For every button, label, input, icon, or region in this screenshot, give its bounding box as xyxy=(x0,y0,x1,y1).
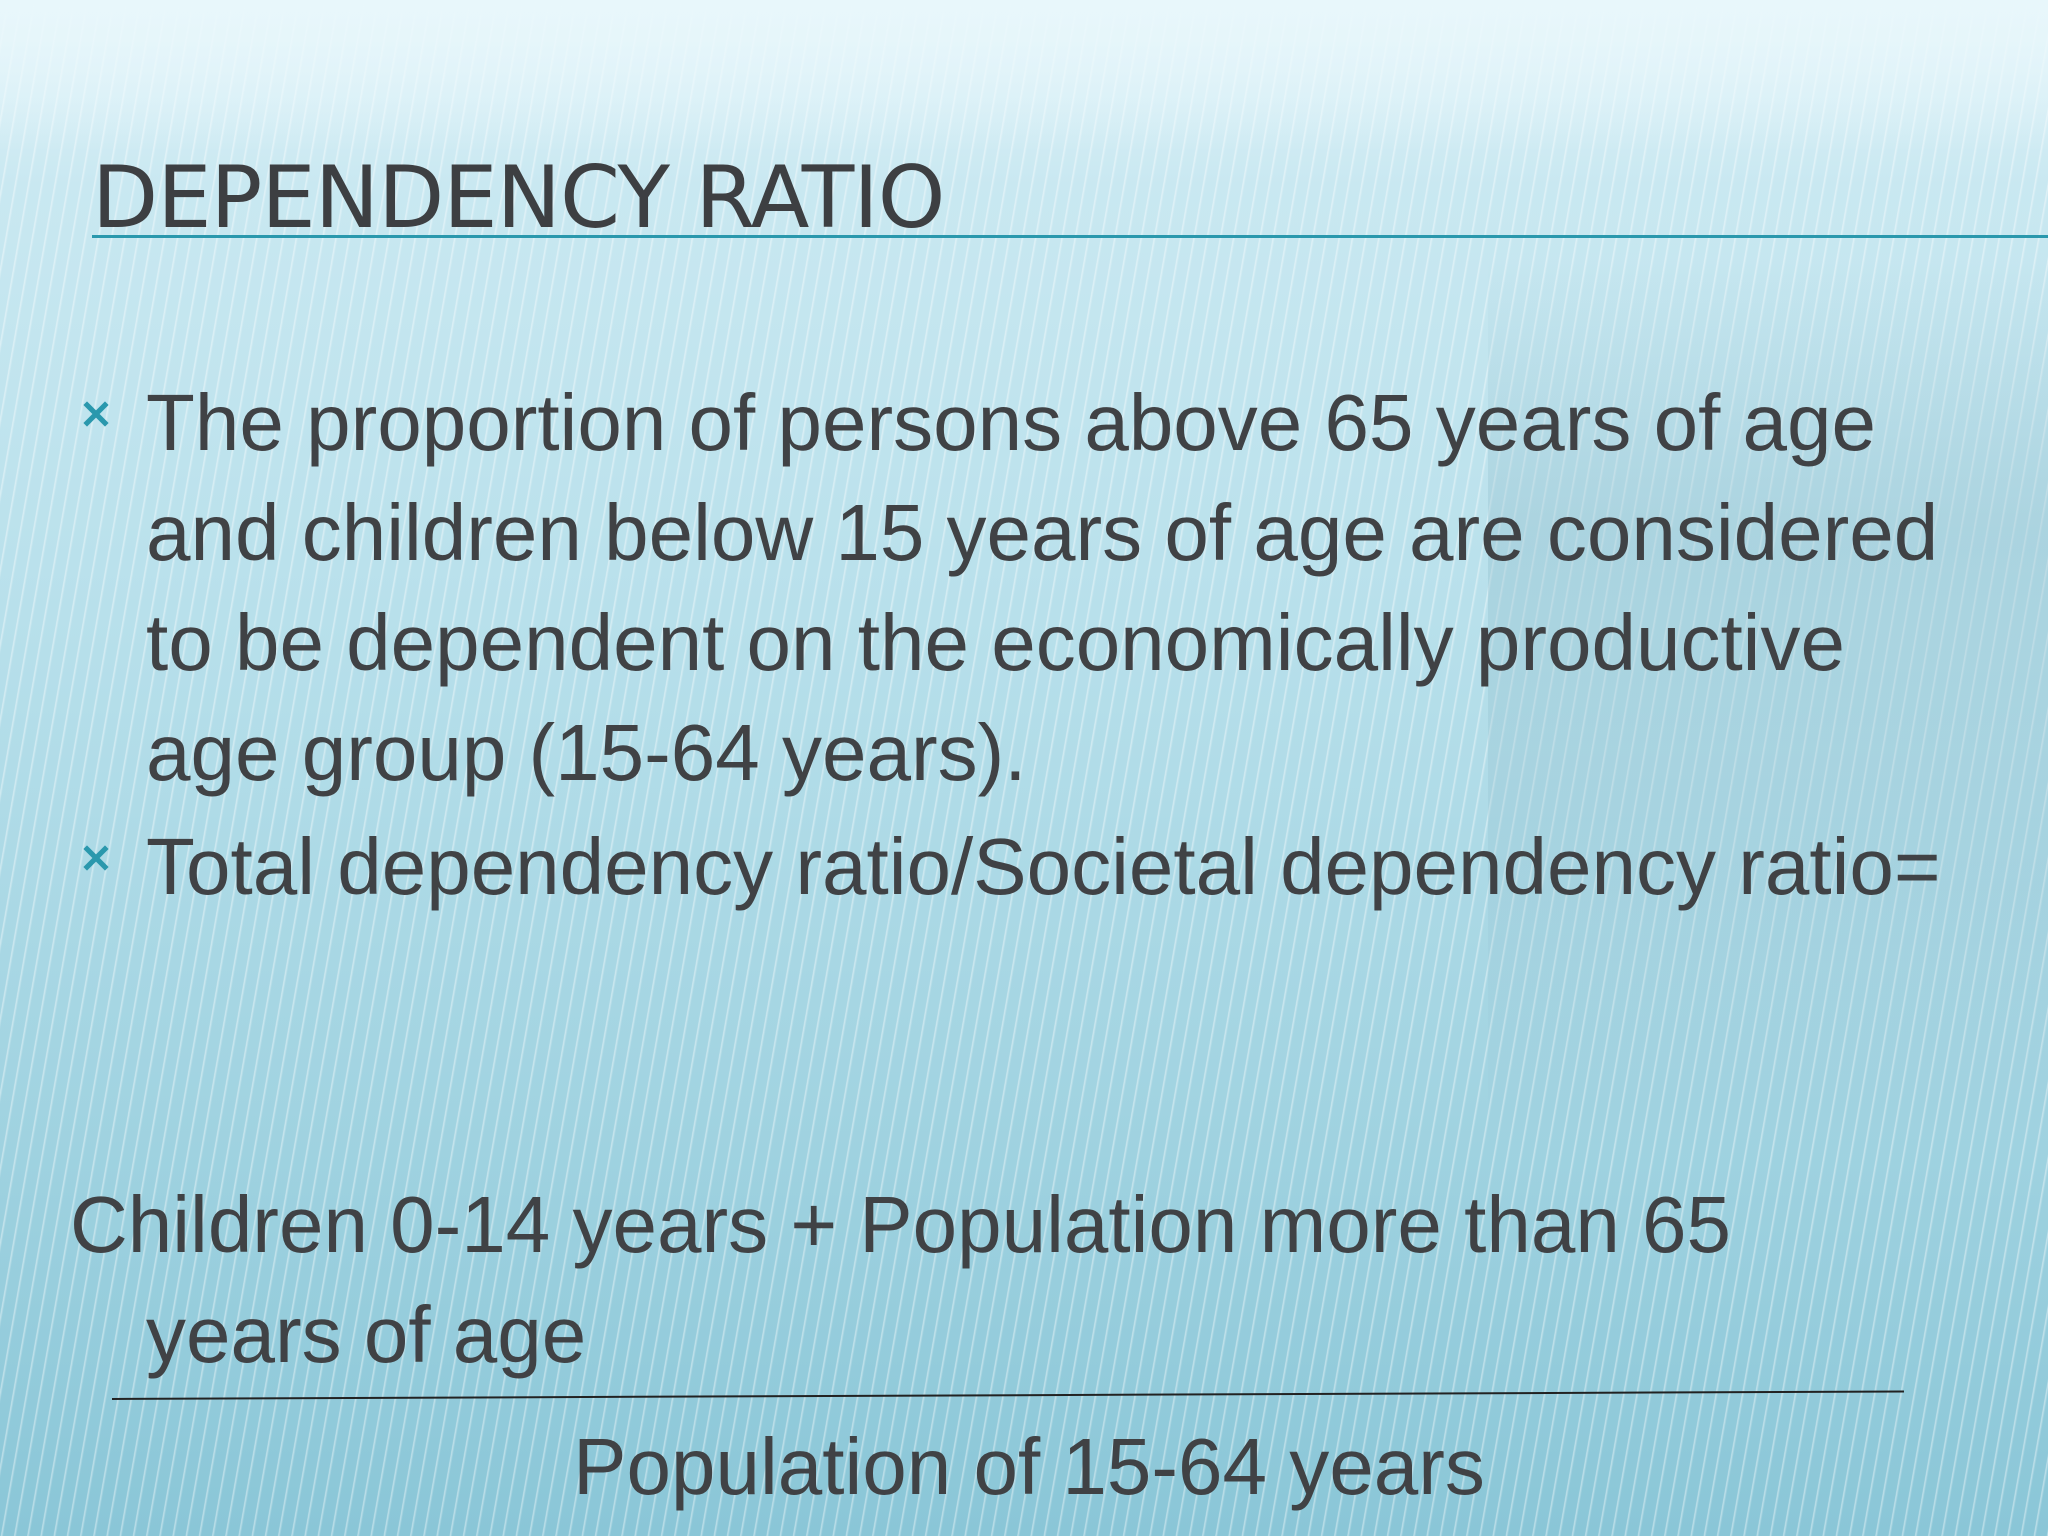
background-top-fade xyxy=(0,0,2048,150)
bullet-item: Total dependency ratio/Societal dependen… xyxy=(70,812,1970,922)
bullet-item: The proportion of persons above 65 years… xyxy=(70,368,1970,808)
x-mark-icon xyxy=(83,845,109,871)
fraction-bar xyxy=(111,1390,1904,1400)
formula-numerator: Children 0-14 years + Population more th… xyxy=(70,1170,2000,1390)
title-underline xyxy=(92,235,2048,238)
bullet-text: Total dependency ratio/Societal dependen… xyxy=(146,822,1941,911)
slide-title: DEPENDENCY RATIO xyxy=(92,148,945,248)
numerator-line-2: years of age xyxy=(146,1290,587,1379)
x-mark-icon xyxy=(83,401,109,427)
bullet-list: The proportion of persons above 65 years… xyxy=(70,368,1970,926)
bullet-text: The proportion of persons above 65 years… xyxy=(146,378,1939,797)
background-band xyxy=(1488,260,2048,1160)
formula-denominator: Population of 15-64 years xyxy=(573,1422,1485,1511)
numerator-line-1: Children 0-14 years + Population more th… xyxy=(70,1180,1732,1269)
